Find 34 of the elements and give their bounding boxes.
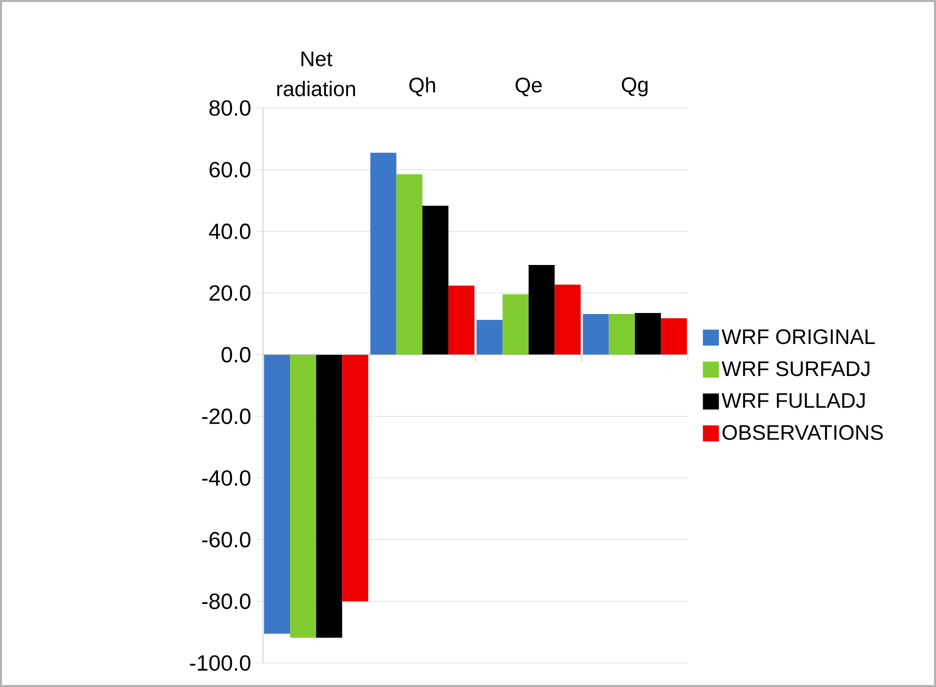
bar (264, 354, 290, 634)
legend-label: WRF SURFADJ (722, 361, 870, 376)
bar (316, 354, 342, 638)
y-tick-label: 80.0 (209, 100, 250, 116)
bar (634, 313, 661, 355)
y-tick-label: -100.0 (190, 655, 250, 671)
x-tick-label: Net radiation (277, 52, 356, 96)
bar (290, 354, 316, 638)
bar (554, 284, 581, 355)
bar (608, 314, 635, 355)
y-tick-label: 60.0 (210, 162, 250, 178)
bar (502, 294, 529, 355)
legend-label: WRF FULLADJ (722, 393, 865, 408)
y-tick-label: -20.0 (202, 408, 250, 424)
y-tick-label: 20.0 (210, 285, 250, 301)
legend-label: OBSERVATIONS (722, 425, 883, 440)
x-tick-label: Qh (409, 77, 436, 96)
y-tick-label: 40.0 (208, 224, 250, 240)
y-tick-label: -60.0 (202, 532, 250, 548)
bar (422, 206, 448, 355)
y-tick-label: -80.0 (202, 594, 250, 610)
legend-label: WRF ORIGINAL (722, 329, 875, 344)
bar (396, 174, 422, 355)
bar (476, 320, 503, 355)
bar (528, 264, 555, 355)
bar (660, 318, 687, 355)
y-tick-label: 0.0 (222, 346, 250, 362)
y-tick-label: -40.0 (202, 470, 250, 486)
x-tick-label: Qg (622, 77, 648, 96)
bar (448, 286, 474, 355)
bar (342, 354, 368, 602)
x-tick-label: Qe (516, 78, 542, 96)
bar (582, 314, 609, 355)
bar (370, 152, 396, 355)
